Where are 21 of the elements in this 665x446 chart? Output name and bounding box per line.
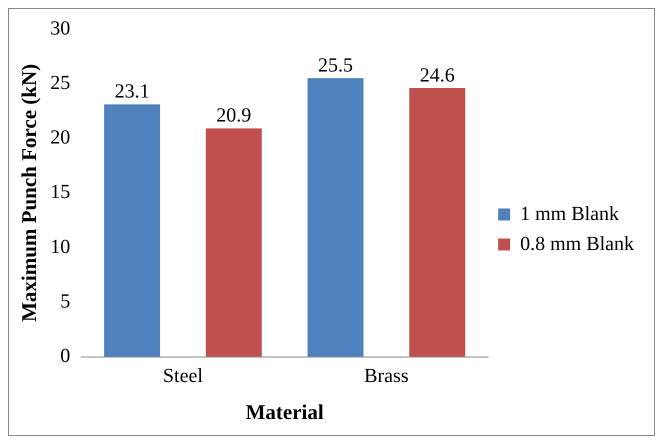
legend-label: 1 mm Blank [520, 202, 620, 225]
bar [104, 104, 160, 357]
x-tick-label: Steel [162, 365, 204, 388]
data-label: 20.9 [216, 104, 252, 127]
data-label: 23.1 [114, 80, 150, 103]
y-tick-label: 25 [50, 72, 70, 94]
bar [308, 78, 364, 357]
y-tick-label: 10 [50, 236, 70, 258]
bar [409, 88, 466, 357]
x-axis-title: Material [246, 400, 324, 424]
y-tick-label: 0 [60, 345, 70, 368]
y-tick-label: 5 [60, 290, 70, 312]
y-tick-label: 30 [50, 17, 70, 40]
y-tick-label: 20 [50, 126, 70, 149]
x-tick-label: Brass [364, 365, 409, 388]
data-label: 25.5 [318, 54, 354, 76]
bar [206, 128, 262, 357]
y-axis-title: Maximum Punch Force (kN) [17, 64, 42, 322]
legend-label: 0.8 mm Blank [520, 232, 634, 255]
y-tick-label: 15 [50, 181, 70, 204]
data-label: 24.6 [420, 64, 455, 86]
